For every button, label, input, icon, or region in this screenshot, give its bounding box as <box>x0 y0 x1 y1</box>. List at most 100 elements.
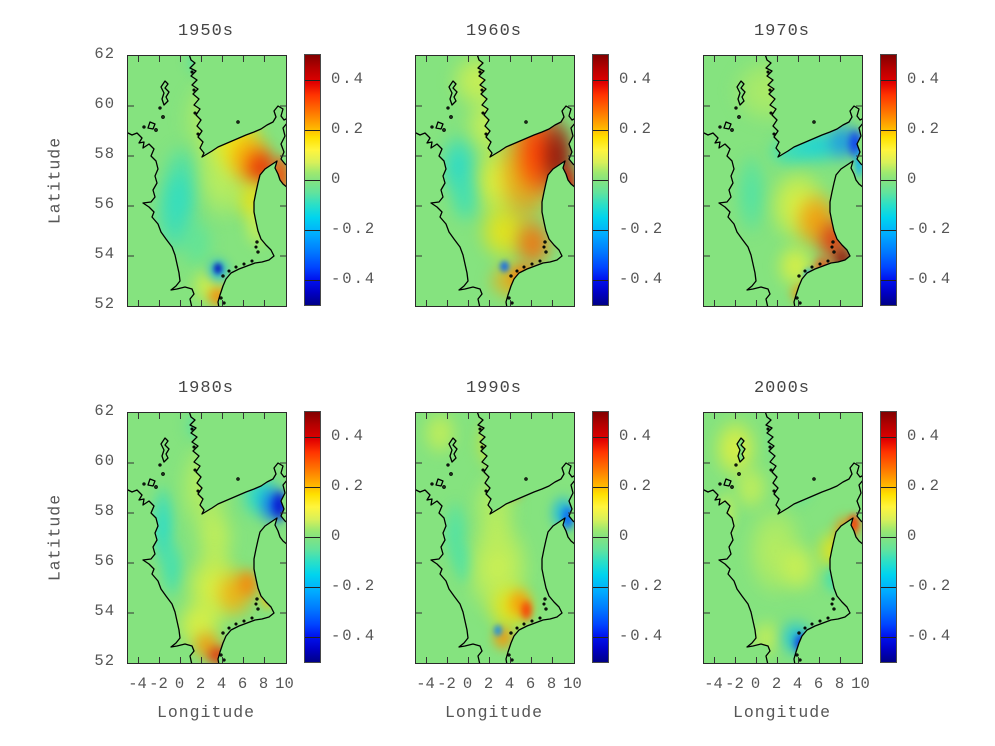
coastline-map <box>704 413 862 663</box>
colorbar-tick-label: -0.2 <box>907 220 953 238</box>
colorbar-tick <box>881 230 896 231</box>
map-panel: 1980s 0.4 0.2 0 -0.2 -0.4 62 60 58 56 54 52 Latitud… <box>46 379 375 722</box>
colorbar-tick <box>305 180 320 181</box>
y-tick-label: 54 <box>94 245 115 263</box>
x-tick-label: 0 <box>174 675 185 693</box>
x-tick-label: 0 <box>462 675 473 693</box>
colorbar-tick <box>593 487 608 488</box>
coastline-map <box>128 413 286 663</box>
colorbar-tick-label: 0 <box>619 527 631 545</box>
x-tick-label: -2 <box>437 675 456 693</box>
colorbar <box>880 411 897 663</box>
colorbar-tick-label: -0.4 <box>907 627 953 645</box>
x-tick-label: -4 <box>704 675 723 693</box>
colorbar-tick <box>305 437 320 438</box>
colorbar-tick-label: 0.4 <box>907 70 941 88</box>
x-tick-label: 6 <box>813 675 824 693</box>
panel-title: 1970s <box>753 22 810 41</box>
y-axis-label: Latitude <box>45 493 65 582</box>
colorbar-tick-label: 0.2 <box>907 120 941 138</box>
colorbar-tick <box>305 487 320 488</box>
colorbar <box>304 411 321 663</box>
colorbar-tick-label: -0.2 <box>619 220 665 238</box>
colorbar-tick-label: 0.2 <box>907 477 941 495</box>
x-tick-label: 8 <box>546 675 557 693</box>
colorbar-tick-label: 0 <box>331 527 343 545</box>
x-tick-label: 8 <box>258 675 269 693</box>
coastline-map <box>416 413 574 663</box>
colorbar-tick <box>305 637 320 638</box>
colorbar-tick-label: 0.2 <box>331 120 365 138</box>
colorbar-tick <box>593 80 608 81</box>
axis-tick-marks <box>704 413 862 663</box>
anomaly-blob <box>498 258 511 274</box>
y-tick-label: 56 <box>94 552 115 570</box>
colorbar-tick <box>305 130 320 131</box>
colorbar-tick <box>593 587 608 588</box>
colorbar-tick-label: -0.2 <box>331 577 377 595</box>
x-tick-label: 4 <box>792 675 803 693</box>
colorbar-tick-label: -0.4 <box>619 270 665 288</box>
map-panel: 1960s 0.4 0.2 0 -0.2 -0.4 <box>415 22 662 307</box>
map-plot <box>415 55 575 307</box>
map-panel: 1970s 0.4 0.2 0 -0.2 -0.4 <box>703 22 950 307</box>
colorbar-tick-label: 0.4 <box>331 70 365 88</box>
colorbar-tick <box>881 180 896 181</box>
colorbar-tick-label: -0.4 <box>331 627 377 645</box>
panel-title: 1990s <box>465 379 522 398</box>
coastline-map <box>128 56 286 306</box>
y-tick-label: 62 <box>94 45 115 63</box>
colorbar-tick-label: 0.4 <box>619 427 653 445</box>
axis-tick-marks <box>416 413 574 663</box>
y-axis-label: Latitude <box>45 136 65 225</box>
panel-title: 1950s <box>177 22 234 41</box>
x-tick-label: -4 <box>416 675 435 693</box>
anomaly-blob <box>447 171 483 226</box>
colorbar-tick <box>593 437 608 438</box>
colorbar-tick-label: -0.4 <box>619 627 665 645</box>
axis-tick-marks <box>128 56 286 306</box>
colorbar <box>880 54 897 306</box>
x-tick-label: 2 <box>483 675 494 693</box>
y-tick-label: 58 <box>94 145 115 163</box>
anomaly-blob <box>776 540 821 596</box>
colorbar-tick-label: 0 <box>907 170 919 188</box>
colorbar-tick <box>305 537 320 538</box>
colorbar-tick <box>593 230 608 231</box>
x-tick-label: 0 <box>750 675 761 693</box>
colorbar-tick <box>593 280 608 281</box>
colorbar-tick <box>881 280 896 281</box>
map-plot <box>703 55 863 307</box>
panel-title: 1960s <box>465 22 522 41</box>
colorbar <box>304 54 321 306</box>
colorbar-tick-label: -0.4 <box>907 270 953 288</box>
x-axis-label: Longitude <box>444 703 544 722</box>
x-tick-label: 4 <box>216 675 227 693</box>
colorbar-tick-label: -0.2 <box>619 577 665 595</box>
x-tick-label: 4 <box>504 675 515 693</box>
x-tick-label: 2 <box>195 675 206 693</box>
colorbar-tick-label: 0.4 <box>331 427 365 445</box>
x-tick-label: 6 <box>237 675 248 693</box>
map-panel: 1950s 0.4 0.2 0 -0.2 -0.4 62 60 58 56 54 52 Latitud… <box>46 22 375 313</box>
colorbar-tick-label: -0.2 <box>331 220 377 238</box>
colorbar <box>592 411 609 663</box>
panel-title: 1980s <box>177 379 234 398</box>
anomaly-blob <box>491 623 505 638</box>
colorbar-tick-label: 0.2 <box>619 120 653 138</box>
map-plot <box>127 55 287 307</box>
axis-tick-marks <box>416 56 574 306</box>
colorbar <box>592 54 609 306</box>
colorbar-tick <box>881 587 896 588</box>
anomaly-blob <box>211 261 225 276</box>
x-tick-label: -2 <box>725 675 744 693</box>
y-tick-label: 58 <box>94 502 115 520</box>
colorbar-tick-label: -0.4 <box>331 270 377 288</box>
axis-tick-marks <box>704 56 862 306</box>
coastline-map <box>416 56 574 306</box>
anomaly-blob <box>852 146 862 181</box>
colorbar-tick-label: 0.2 <box>619 477 653 495</box>
colorbar-tick <box>305 80 320 81</box>
colorbar-tick <box>881 437 896 438</box>
colorbar-tick-label: -0.2 <box>907 577 953 595</box>
